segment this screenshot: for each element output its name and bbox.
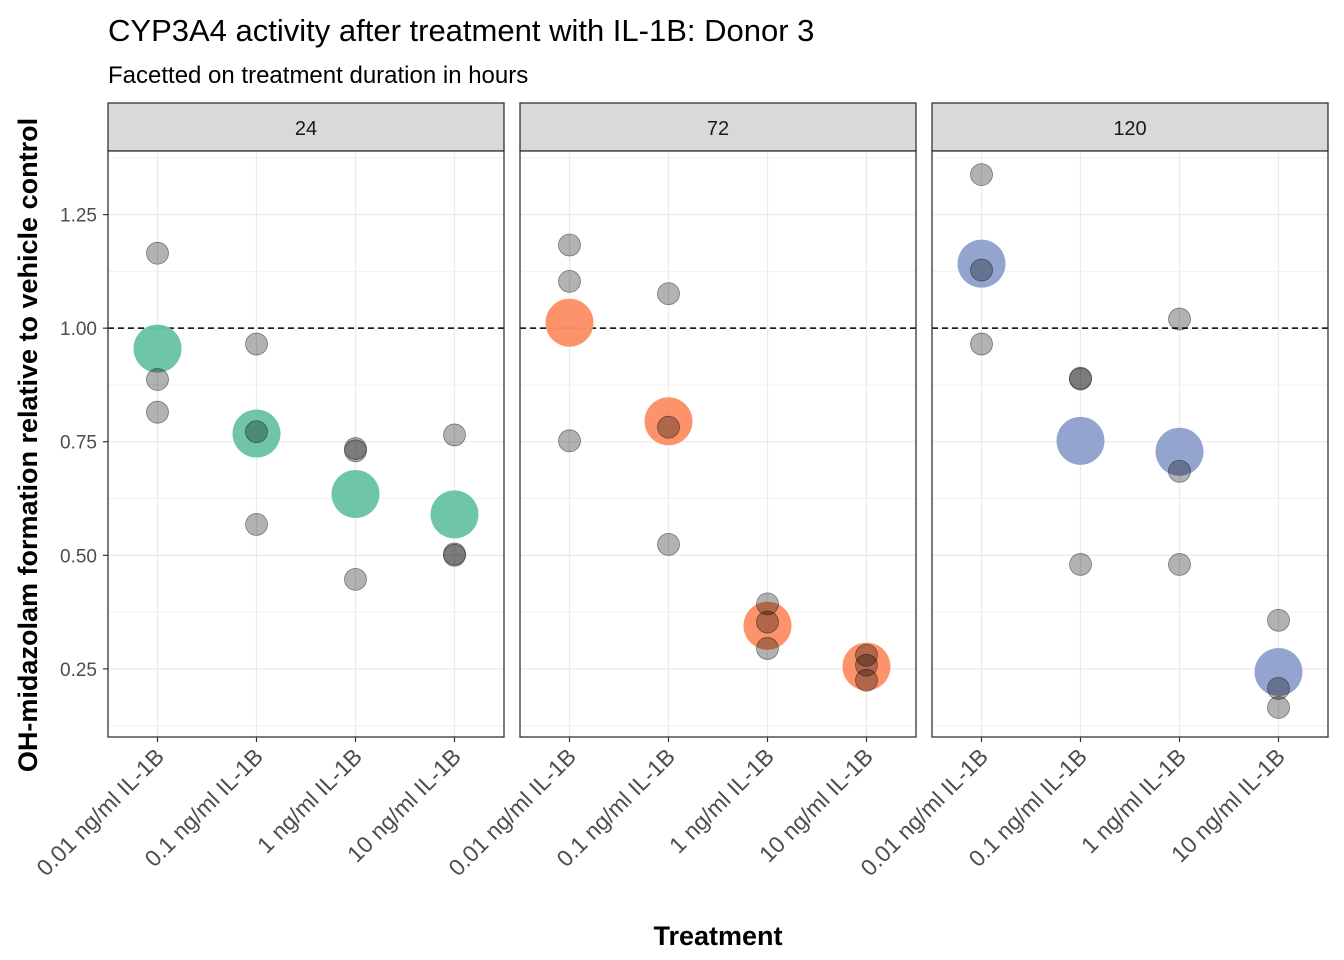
replicate-point [970, 163, 993, 187]
replicate-point [443, 542, 466, 566]
plot-background [520, 151, 916, 737]
replicate-point [657, 415, 680, 439]
facet-strip-label: 24 [295, 118, 317, 140]
y-tick-label: 1.00 [60, 319, 97, 340]
replicate-point [1168, 307, 1191, 331]
facet-strip [931, 102, 1329, 152]
mean-point [1056, 416, 1105, 465]
y-tick-label: 0.25 [60, 660, 97, 681]
facet-strip-label: 120 [1113, 118, 1146, 140]
mean-point [331, 469, 380, 518]
replicate-point [970, 332, 993, 356]
replicate-point [1069, 367, 1092, 391]
replicate-point [344, 567, 367, 591]
chart-title: CYP3A4 activity after treatment with IL-… [108, 13, 814, 48]
panel-border [931, 150, 1329, 738]
replicate-point [245, 420, 268, 444]
facet-strip-label: 72 [707, 118, 729, 140]
replicate-point [146, 241, 169, 265]
replicate-point [1267, 696, 1290, 719]
mean-point [133, 324, 182, 373]
replicate-point [1267, 676, 1290, 700]
replicate-point [443, 543, 466, 567]
panel-border [519, 150, 917, 738]
replicate-point [657, 282, 680, 306]
mean-point [644, 397, 693, 446]
replicate-point [1168, 459, 1191, 483]
mean-point [430, 490, 479, 539]
plot-background [108, 151, 504, 737]
mean-point [1254, 648, 1303, 697]
y-tick-label: 0.50 [60, 546, 97, 567]
mean-point [842, 642, 891, 691]
replicate-point [344, 437, 367, 460]
replicate-point [970, 258, 993, 282]
facet-panels: 240.01 ng/ml IL-1B0.1 ng/ml IL-1B1 ng/ml… [31, 102, 1329, 881]
replicate-point [558, 233, 581, 257]
facet-panel-72: 720.01 ng/ml IL-1B0.1 ng/ml IL-1B1 ng/ml… [443, 102, 917, 881]
mean-point [957, 239, 1006, 288]
y-tick-label: 0.75 [60, 433, 97, 454]
mean-point [743, 601, 792, 650]
plot-background [932, 151, 1328, 737]
facet-strip [519, 102, 917, 152]
y-axis: 0.25 0.50 0.75 1.00 1.25 [60, 206, 108, 681]
chart-subtitle: Facetted on treatment duration in hours [108, 62, 528, 89]
panel-border [107, 150, 505, 738]
replicate-point [1168, 552, 1191, 576]
replicate-point [146, 368, 169, 391]
replicate-point [146, 400, 169, 424]
replicate-point [245, 513, 268, 536]
replicate-point [756, 610, 779, 634]
replicate-point [443, 423, 466, 447]
replicate-point [855, 668, 878, 692]
replicate-point [756, 637, 779, 660]
replicate-point [756, 592, 779, 616]
replicate-point [558, 269, 581, 293]
replicate-point [657, 532, 680, 556]
facet-strip [107, 102, 505, 152]
mean-point [232, 409, 281, 458]
replicate-point [344, 439, 367, 463]
mean-point [1155, 427, 1204, 476]
facet-panel-24: 240.01 ng/ml IL-1B0.1 ng/ml IL-1B1 ng/ml… [31, 102, 505, 881]
replicate-point [245, 332, 268, 356]
y-axis-title: OH-midazolam formation relative to vehic… [13, 118, 43, 772]
x-axis-title: Treatment [653, 921, 782, 951]
replicate-point [1267, 608, 1290, 632]
replicate-point [1069, 552, 1092, 576]
mean-point [545, 298, 594, 347]
replicate-point [558, 429, 581, 453]
replicate-point [855, 643, 878, 667]
y-tick-label: 1.25 [60, 206, 97, 227]
replicate-point [1069, 366, 1092, 390]
replicate-point [855, 653, 878, 677]
